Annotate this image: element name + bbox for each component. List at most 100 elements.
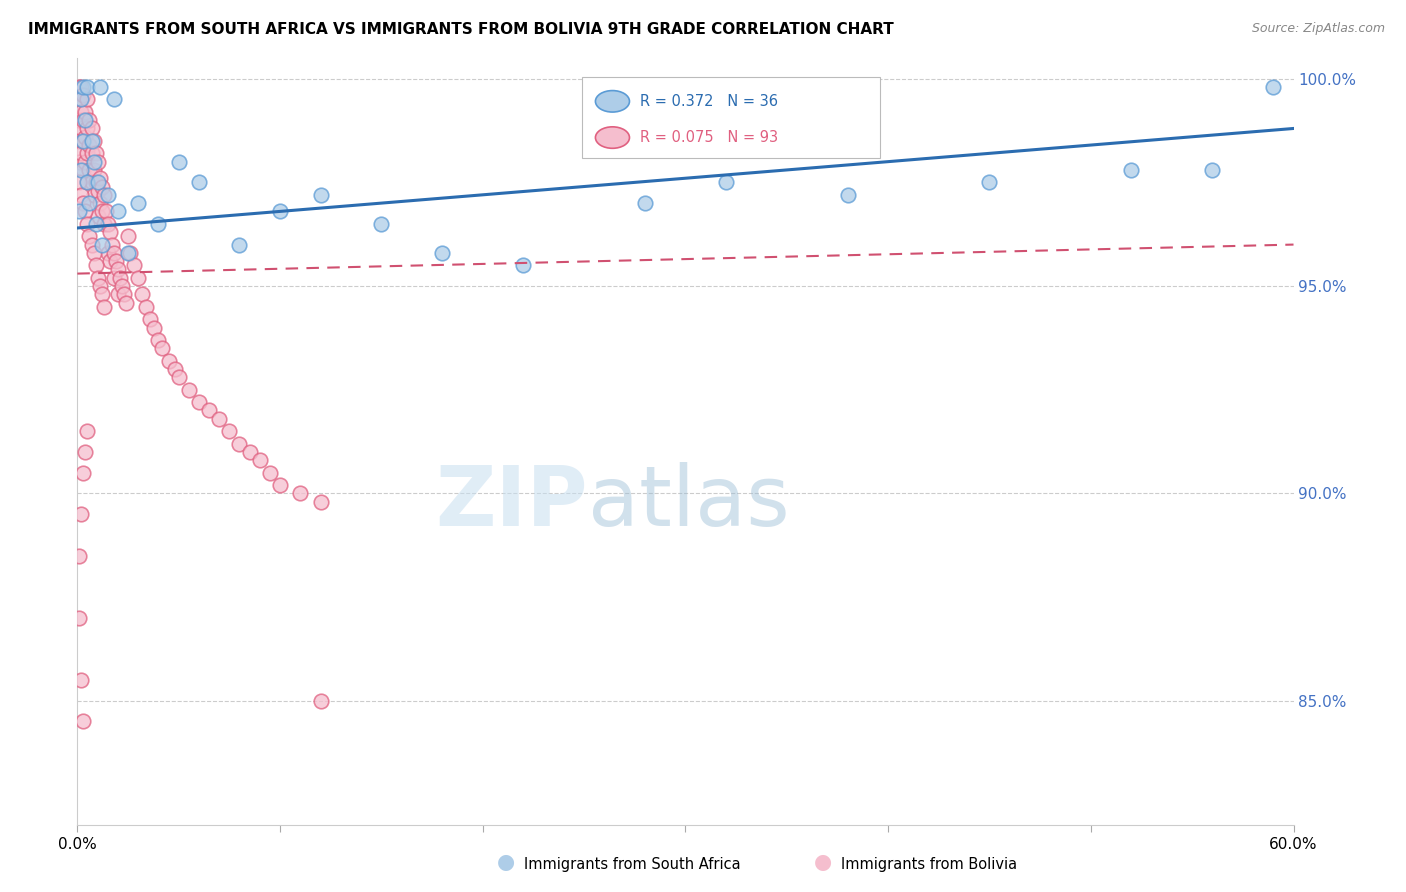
Point [93, 217, 115, 231]
Point [86, 209, 108, 223]
Text: ZIP: ZIP [436, 462, 588, 543]
Point [83, 163, 105, 178]
Point [80, 146, 103, 161]
Point [70, 507, 93, 521]
Point [84, 258, 107, 272]
Point [218, 424, 240, 438]
Point [148, 217, 170, 231]
Point [117, 245, 139, 260]
Text: R = 0.075   N = 93: R = 0.075 N = 93 [640, 130, 779, 145]
Point [97, 217, 120, 231]
Point [76, 92, 98, 106]
Point [75, 445, 97, 459]
Point [112, 287, 135, 301]
Point [98, 254, 121, 268]
Point [83, 245, 105, 260]
Point [103, 270, 125, 285]
Point [72, 163, 94, 178]
Point [98, 225, 121, 239]
Point [72, 714, 94, 729]
Point [188, 395, 211, 409]
Point [70, 146, 93, 161]
Point [75, 113, 97, 128]
Point [979, 175, 1001, 189]
FancyBboxPatch shape [582, 77, 880, 158]
Point [163, 362, 186, 376]
Point [76, 80, 98, 95]
Point [76, 175, 98, 189]
Point [249, 453, 271, 467]
Point [93, 300, 115, 314]
Point [67, 175, 90, 189]
Point [89, 80, 111, 95]
Point [76, 424, 98, 438]
Point [309, 694, 332, 708]
Point [75, 154, 97, 169]
Point [80, 134, 103, 148]
Text: ●: ● [498, 853, 515, 872]
Point [75, 129, 97, 144]
Point [84, 217, 107, 231]
Point [79, 229, 101, 244]
Point [198, 403, 221, 417]
Point [167, 154, 190, 169]
Point [89, 196, 111, 211]
Point [634, 196, 657, 211]
Point [72, 196, 94, 211]
Point [1263, 80, 1285, 95]
Point [430, 245, 453, 260]
Text: R = 0.372   N = 36: R = 0.372 N = 36 [640, 94, 779, 109]
Point [80, 175, 103, 189]
Point [90, 287, 112, 301]
Point [139, 312, 162, 326]
Point [67, 204, 90, 219]
Point [1121, 163, 1143, 178]
Point [111, 279, 134, 293]
Point [67, 154, 90, 169]
Point [86, 154, 108, 169]
Point [76, 175, 98, 189]
Point [90, 179, 112, 194]
Circle shape [595, 91, 630, 112]
Point [208, 411, 231, 425]
Point [177, 383, 200, 397]
Point [86, 175, 108, 189]
Point [309, 187, 332, 202]
Point [152, 341, 174, 355]
Point [228, 436, 250, 450]
Point [90, 204, 112, 219]
Point [80, 121, 103, 136]
Point [117, 229, 139, 244]
Point [70, 163, 93, 178]
Point [107, 262, 129, 277]
Point [86, 184, 108, 198]
Point [269, 478, 291, 492]
Point [370, 217, 392, 231]
Point [72, 466, 94, 480]
Point [89, 171, 111, 186]
Point [714, 175, 737, 189]
Point [188, 175, 211, 189]
Point [143, 320, 166, 334]
Point [67, 92, 90, 106]
Point [97, 245, 120, 260]
Point [75, 204, 97, 219]
Point [127, 270, 149, 285]
Text: Immigrants from Bolivia: Immigrants from Bolivia [841, 857, 1017, 872]
Point [107, 204, 129, 219]
Point [67, 611, 90, 625]
Point [72, 134, 94, 148]
Point [122, 258, 145, 272]
Point [101, 237, 124, 252]
Point [83, 187, 105, 202]
Point [84, 175, 107, 189]
Point [79, 196, 101, 211]
Point [115, 295, 138, 310]
Point [94, 204, 117, 219]
Text: ●: ● [814, 853, 831, 872]
Point [93, 187, 115, 202]
Point [103, 92, 125, 106]
Text: Source: ZipAtlas.com: Source: ZipAtlas.com [1251, 22, 1385, 36]
Point [135, 300, 157, 314]
Point [67, 80, 90, 95]
